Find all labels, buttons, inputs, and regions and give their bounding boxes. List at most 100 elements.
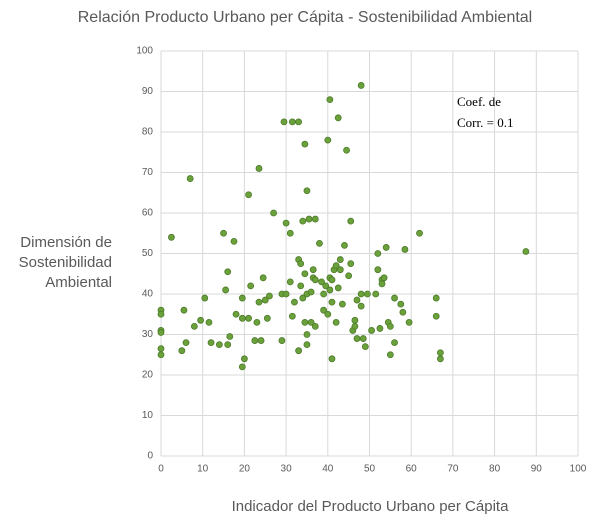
point (255, 298, 263, 306)
point (324, 136, 332, 144)
point (197, 316, 205, 324)
y-tick-label: 80 (142, 127, 154, 138)
y-tick-label: 10 (142, 410, 154, 421)
point (359, 335, 367, 342)
point (341, 241, 348, 249)
point (322, 282, 330, 290)
point (320, 290, 328, 298)
point (391, 294, 398, 302)
point (357, 290, 365, 298)
point (307, 288, 315, 296)
point (232, 310, 240, 318)
point (295, 347, 303, 355)
y-axis-label: Dimensión de (20, 234, 112, 251)
x-tick-label: 20 (239, 464, 251, 475)
point (351, 322, 359, 330)
x-tick-label: 90 (531, 464, 543, 475)
point (311, 322, 319, 330)
point (416, 229, 423, 237)
x-tick-label: 40 (322, 464, 334, 475)
point (345, 272, 353, 280)
point (253, 318, 261, 326)
y-tick-label: 50 (142, 248, 154, 259)
x-tick-label: 60 (406, 464, 418, 475)
point (332, 318, 340, 326)
point (280, 118, 288, 126)
x-tick-label: 10 (197, 464, 209, 475)
point (288, 312, 296, 320)
point (238, 314, 246, 322)
point (522, 248, 530, 255)
point (357, 302, 365, 310)
point (326, 286, 334, 294)
y-tick-label: 70 (142, 167, 154, 178)
point (386, 322, 394, 330)
point (295, 118, 303, 126)
point (376, 325, 384, 332)
point (240, 355, 248, 363)
point (353, 335, 361, 342)
point (224, 268, 232, 276)
point (374, 266, 382, 274)
point (282, 290, 290, 298)
point (343, 146, 350, 154)
point (259, 274, 267, 282)
point (368, 327, 375, 334)
point (301, 270, 309, 278)
point (405, 318, 413, 326)
point (318, 278, 325, 286)
point (157, 310, 165, 318)
point (347, 217, 355, 225)
x-axis-label: Indicador del Producto Urbano per Cápita (232, 498, 509, 515)
point (157, 351, 165, 359)
x-tick-label: 80 (489, 464, 501, 475)
point (436, 349, 444, 357)
chart-title: Relación Producto Urbano per Cápita - So… (78, 9, 532, 26)
point (168, 233, 175, 241)
point (432, 312, 440, 320)
point (299, 294, 307, 302)
point (288, 118, 296, 126)
point (263, 314, 271, 322)
point (309, 266, 317, 274)
point (282, 219, 290, 227)
point (382, 244, 390, 251)
point (311, 215, 319, 223)
point (372, 290, 380, 298)
y-tick-label: 20 (142, 370, 154, 381)
point (432, 294, 440, 302)
x-tick-label: 100 (570, 464, 587, 475)
point (353, 296, 361, 304)
point (255, 165, 263, 172)
x-tick-label: 50 (364, 464, 376, 475)
point (303, 331, 311, 338)
point (326, 96, 334, 103)
x-tick-label: 0 (158, 464, 164, 475)
point (338, 300, 346, 308)
point (334, 114, 342, 122)
point (157, 345, 165, 353)
point (391, 339, 398, 347)
point (324, 310, 332, 318)
point (307, 318, 315, 326)
point (245, 191, 252, 199)
point (364, 290, 371, 298)
point (334, 284, 342, 292)
point (157, 329, 165, 336)
point (224, 341, 232, 349)
y-tick-label: 90 (142, 86, 154, 97)
point (215, 341, 223, 349)
y-tick-label: 100 (136, 46, 153, 57)
point (328, 355, 336, 363)
point (222, 286, 230, 294)
point (347, 260, 355, 268)
y-tick-label: 60 (142, 208, 154, 219)
point (436, 355, 444, 363)
y-tick-label: 0 (147, 451, 153, 462)
point (238, 294, 246, 302)
point (230, 237, 238, 245)
point (397, 300, 405, 308)
point (399, 308, 407, 316)
point (386, 351, 394, 359)
